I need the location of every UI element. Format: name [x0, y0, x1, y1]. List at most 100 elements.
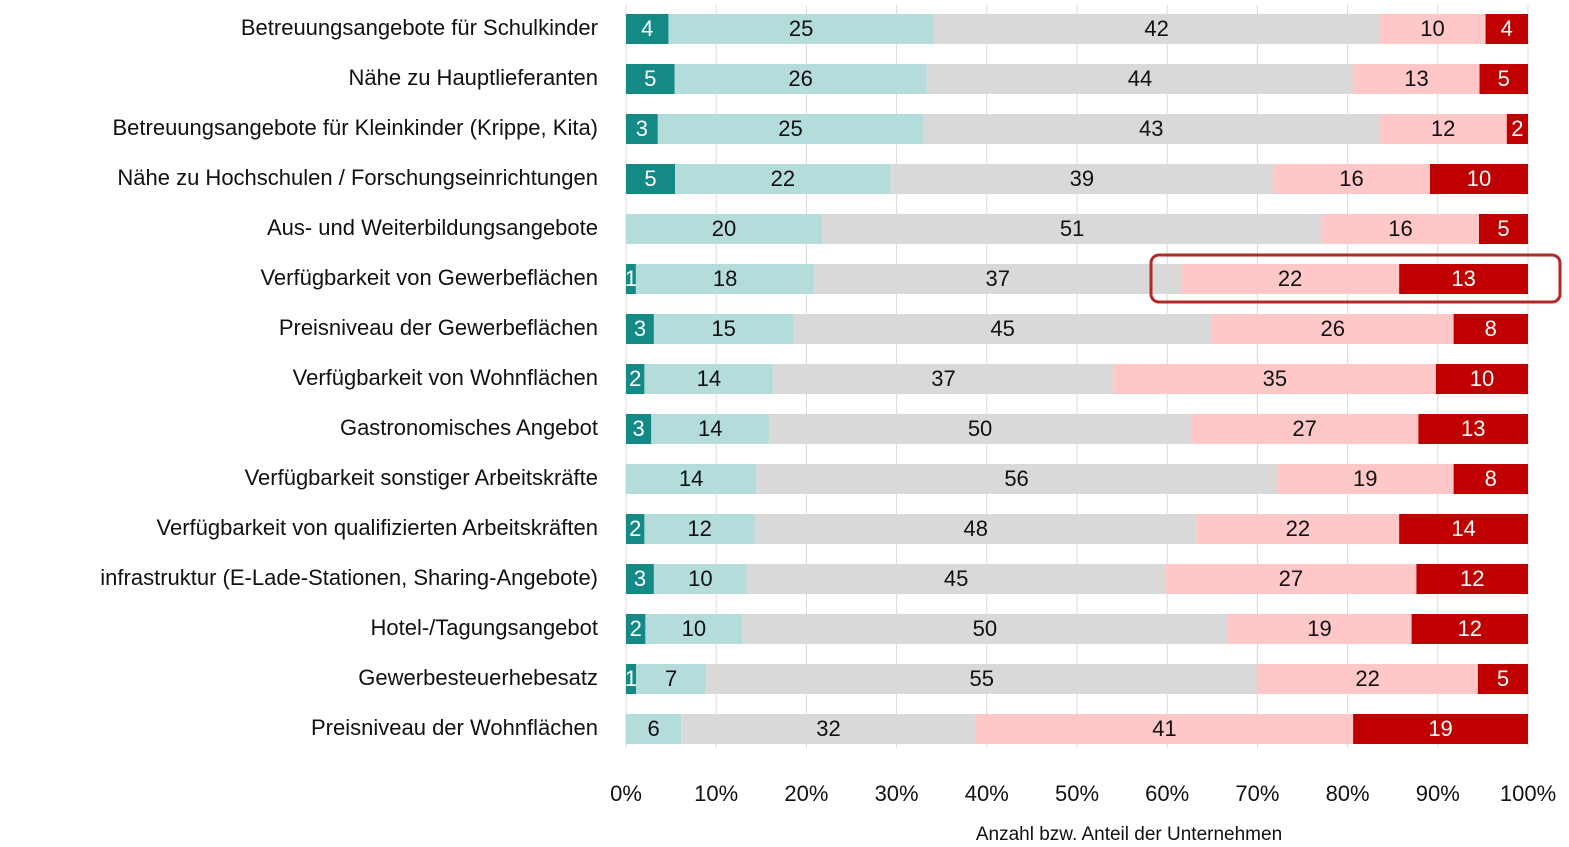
- data-label: 50: [968, 416, 992, 441]
- x-tick-label: 60%: [1145, 781, 1189, 806]
- bar-segment: [890, 164, 1274, 194]
- data-label: 35: [1263, 366, 1287, 391]
- bar-segment: [626, 514, 645, 544]
- x-tick-label: 0%: [610, 781, 642, 806]
- bar-segment: [635, 264, 815, 294]
- data-label: 3: [634, 316, 646, 341]
- data-label: 10: [682, 616, 706, 641]
- category-label: infrastruktur (E-Lade-Stationen, Sharing…: [100, 565, 598, 590]
- bar-segment: [626, 564, 654, 594]
- data-label: 3: [634, 566, 646, 591]
- data-label: 2: [630, 616, 642, 641]
- category-label: Gastronomisches Angebot: [340, 415, 598, 440]
- category-label: Preisniveau der Gewerbeflächen: [279, 315, 598, 340]
- bar-segment: [626, 164, 676, 194]
- data-label: 25: [778, 116, 802, 141]
- data-label: 8: [1485, 316, 1497, 341]
- x-tick-label: 40%: [965, 781, 1009, 806]
- data-label: 16: [1339, 166, 1363, 191]
- bar-segment: [1165, 564, 1417, 594]
- data-label: 20: [712, 216, 736, 241]
- bar-segment: [1227, 614, 1412, 644]
- data-label: 43: [1139, 116, 1163, 141]
- bar-segment: [814, 264, 1182, 294]
- data-label: 45: [944, 566, 968, 591]
- category-label: Verfügbarkeit von qualifizierten Arbeits…: [157, 515, 598, 540]
- data-label: 14: [1451, 516, 1475, 541]
- data-label: 14: [698, 416, 722, 441]
- data-label: 13: [1451, 266, 1475, 291]
- data-label: 41: [1152, 716, 1176, 741]
- data-label: 19: [1428, 716, 1452, 741]
- data-label: 14: [697, 366, 721, 391]
- data-label: 12: [1431, 116, 1455, 141]
- data-label: 26: [1320, 316, 1344, 341]
- bar-segment: [1453, 464, 1528, 494]
- data-label: 22: [771, 166, 795, 191]
- bar-segment: [626, 314, 654, 344]
- bar-segment: [626, 64, 675, 94]
- data-label: 10: [1467, 166, 1491, 191]
- data-label: 5: [644, 66, 656, 91]
- bar-segment: [626, 114, 658, 144]
- category-label: Betreuungsangebote für Schulkinder: [241, 15, 598, 40]
- x-tick-label: 100%: [1500, 781, 1556, 806]
- bar-segment: [926, 64, 1354, 94]
- bar-segment: [1181, 264, 1400, 294]
- bar-segment: [793, 314, 1212, 344]
- bar-segment: [822, 214, 1323, 244]
- bar-segment: [923, 114, 1380, 144]
- data-label: 10: [688, 566, 712, 591]
- bar-segment: [674, 64, 927, 94]
- data-label: 39: [1070, 166, 1094, 191]
- bar-segment: [706, 664, 1258, 694]
- data-label: 14: [679, 466, 703, 491]
- bar-segment: [773, 364, 1114, 394]
- data-label: 27: [1279, 566, 1303, 591]
- bar-segment: [626, 14, 669, 44]
- data-label: 51: [1060, 216, 1084, 241]
- data-label: 3: [633, 416, 645, 441]
- bar-segment: [754, 514, 1197, 544]
- data-label: 5: [1497, 666, 1509, 691]
- data-label: 3: [636, 116, 648, 141]
- bar-segment: [644, 364, 774, 394]
- bar-segment: [681, 714, 976, 744]
- data-label: 44: [1128, 66, 1152, 91]
- data-label: 4: [641, 16, 653, 41]
- data-label: 5: [644, 166, 656, 191]
- bar-segment: [1506, 114, 1528, 144]
- category-label: Verfügbarkeit von Wohnflächen: [293, 365, 598, 390]
- bar-segment: [769, 414, 1191, 444]
- bar-segment: [1416, 564, 1528, 594]
- data-label: 48: [964, 516, 988, 541]
- data-label: 1: [625, 666, 637, 691]
- data-label: 5: [1497, 216, 1509, 241]
- data-label: 18: [713, 266, 737, 291]
- bar-segment: [1322, 214, 1479, 244]
- x-tick-label: 20%: [784, 781, 828, 806]
- data-label: 1: [625, 266, 637, 291]
- data-label: 19: [1307, 616, 1331, 641]
- bar-segment: [626, 714, 682, 744]
- data-label: 22: [1286, 516, 1310, 541]
- bar-segment: [1478, 214, 1528, 244]
- bar-segment: [636, 664, 707, 694]
- data-label: 4: [1501, 16, 1513, 41]
- data-label: 2: [629, 366, 641, 391]
- category-label: Aus- und Weiterbildungsangebote: [267, 215, 598, 240]
- category-label: Gewerbesteuerhebesatz: [358, 665, 598, 690]
- category-label: Verfügbarkeit sonstiger Arbeitskräfte: [245, 465, 598, 490]
- data-label: 2: [629, 516, 641, 541]
- bar-segment: [1353, 64, 1480, 94]
- bar-segment: [1418, 414, 1528, 444]
- bar-segment: [626, 464, 757, 494]
- category-label: Hotel-/Tagungsangebot: [371, 615, 599, 640]
- data-label: 15: [711, 316, 735, 341]
- x-axis-title: Anzahl bzw. Anteil der Unternehmen: [976, 824, 1282, 845]
- data-label: 26: [788, 66, 812, 91]
- bar-segment: [975, 714, 1354, 744]
- bar-segment: [742, 614, 1228, 644]
- data-label: 10: [1470, 366, 1494, 391]
